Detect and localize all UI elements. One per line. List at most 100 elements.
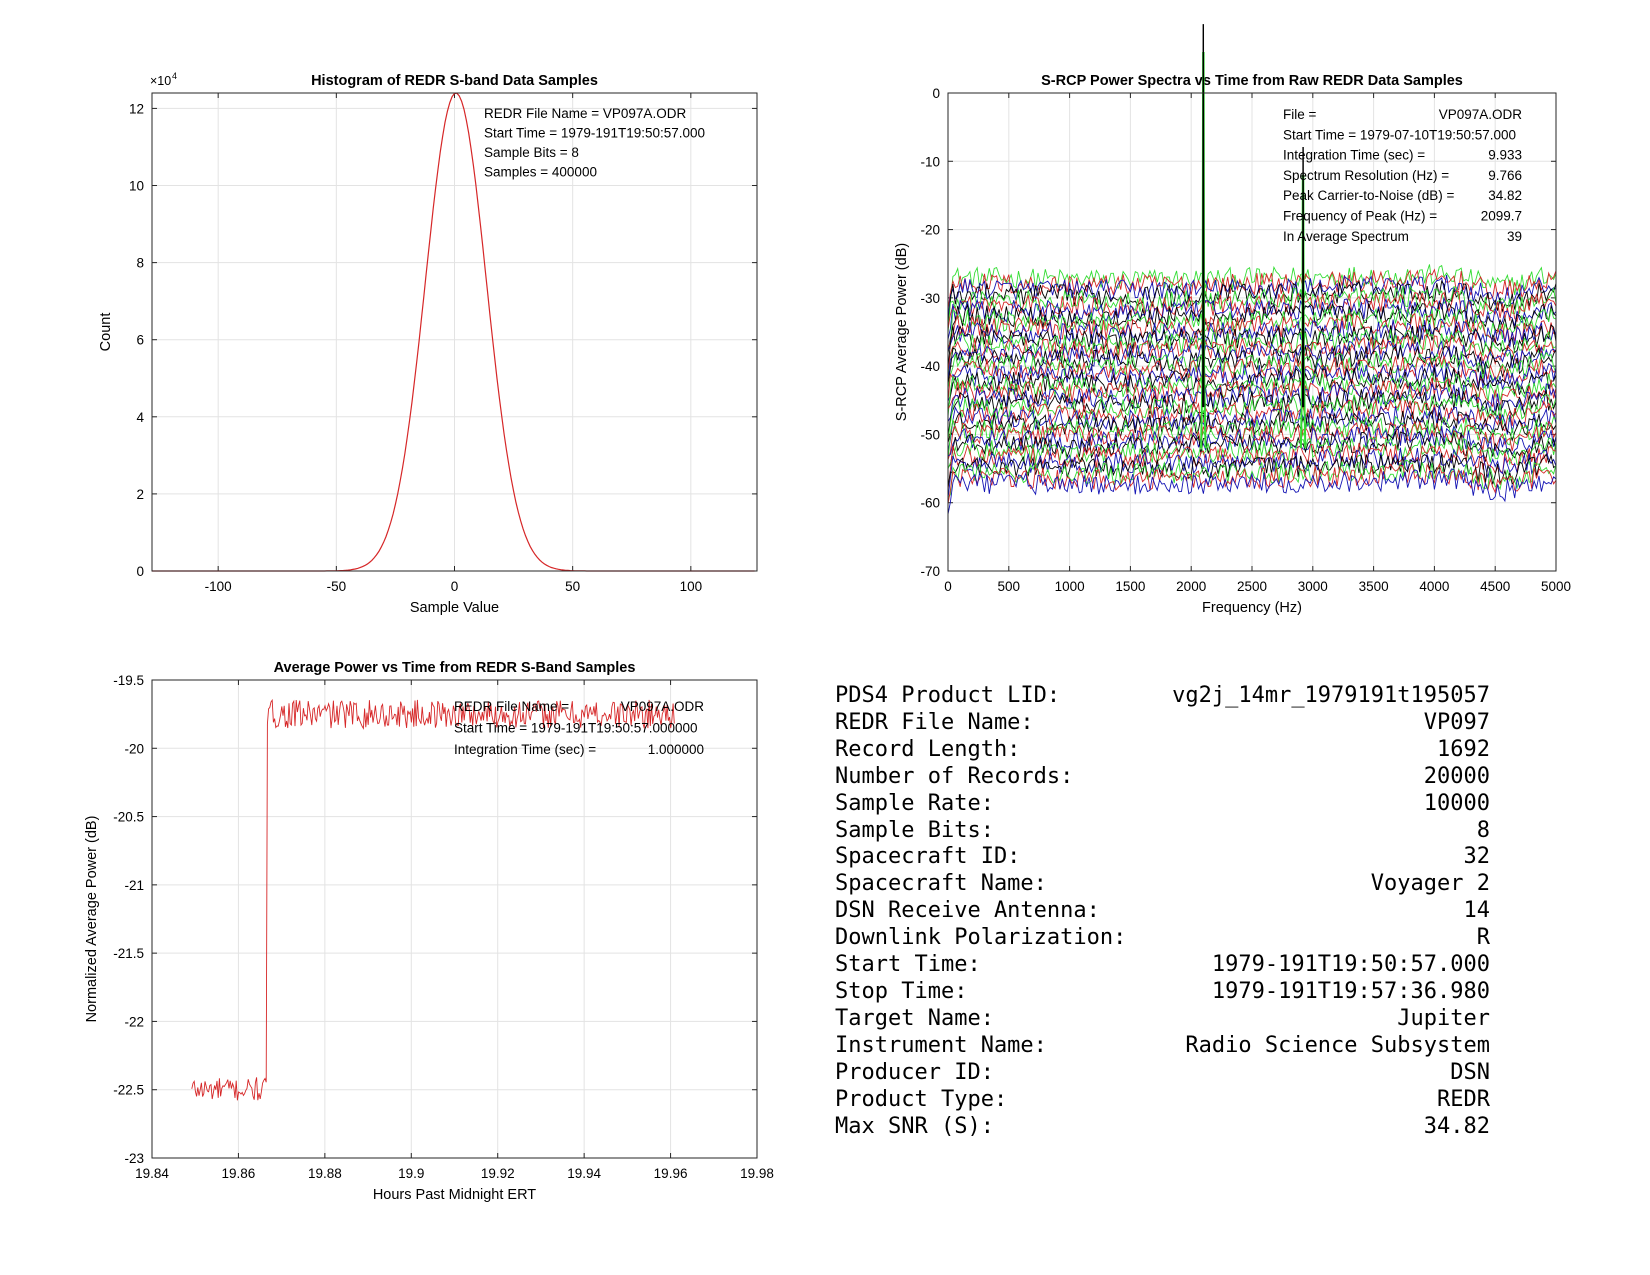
y-tick-label: -22.5: [113, 1083, 144, 1098]
metadata-label: Stop Time:: [835, 978, 968, 1004]
y-axis-label: S-RCP Average Power (dB): [894, 243, 910, 421]
chart-2: 0 500 1000 1500 2000 2500 3000 3500 4000 4500 5000…: [894, 24, 1571, 616]
annotation-value: 9.933: [1488, 148, 1522, 163]
annotation-label: Start Time = 1979-191T19:50:57.000000: [454, 721, 698, 736]
y-tick-label: -22: [124, 1014, 144, 1029]
metadata-value: 32: [1463, 844, 1491, 870]
metadata-value: Voyager 2: [1370, 871, 1490, 897]
spectrum-series: [947, 420, 1557, 460]
product-metadata-table: PDS4 Product LID: vg2j_14mr_1979191t19505…: [835, 683, 1490, 1140]
carrier-peak: [1202, 24, 1205, 408]
metadata-value: VP097: [1423, 709, 1490, 735]
spectrum-series: [947, 366, 1557, 412]
y-tick-label: 8: [136, 256, 144, 271]
y-tick-label: 4: [136, 410, 144, 425]
x-tick-label: 50: [565, 579, 580, 594]
x-axis-label: Hours Past Midnight ERT: [373, 1187, 536, 1203]
spectrum-series: [947, 393, 1557, 440]
annotation-label: Sample Bits = 8: [484, 145, 579, 160]
metadata-row: Stop Time: 1979-191T19:57:36.980: [835, 979, 1490, 1006]
spectrum-series: [947, 459, 1557, 499]
x-tick-label: 0: [944, 579, 952, 594]
metadata-row: Sample Bits: 8: [835, 818, 1490, 845]
metadata-label: Downlink Polarization:: [835, 925, 1127, 951]
metadata-row: Producer ID: DSN: [835, 1060, 1490, 1087]
spectrum-series: [947, 409, 1557, 443]
annotation-label: Peak Carrier-to-Noise (dB) =: [1283, 188, 1455, 203]
y-tick-label: 10: [129, 179, 144, 194]
metadata-value: DSN: [1450, 1059, 1490, 1085]
spectrum-series: [947, 468, 1557, 515]
y-tick-label: -30: [920, 291, 940, 306]
x-tick-label: 3500: [1359, 579, 1389, 594]
metadata-row: Spacecraft Name: Voyager 2: [835, 871, 1490, 898]
spectrum-series: [947, 447, 1557, 499]
chart-3: 19.84 19.86 19.88 19.9 19.92 19.94 19.96 19.98 -…: [84, 660, 774, 1203]
x-tick-label: 4500: [1480, 579, 1510, 594]
annotation-label: Frequency of Peak (Hz) =: [1283, 209, 1437, 224]
y-tick-label: -21.5: [113, 946, 144, 961]
x-tick-label: 19.88: [308, 1166, 342, 1181]
spectrum-series: [947, 405, 1557, 452]
metadata-value: REDR: [1437, 1086, 1490, 1112]
metadata-value: vg2j_14mr_1979191t195057: [1172, 683, 1490, 708]
plot-frame: [151, 679, 758, 1159]
metadata-label: Target Name:: [835, 1005, 994, 1031]
x-tick-label: 19.9: [398, 1166, 424, 1181]
y-tick-label: -20: [920, 223, 940, 238]
y-tick-label: 0: [932, 86, 940, 101]
x-tick-label: 2500: [1237, 579, 1267, 594]
spectrum-series: [947, 318, 1557, 351]
metadata-label: Max SNR (S):: [835, 1113, 994, 1139]
y-axis-label: Count: [98, 313, 114, 352]
plot-frame: [947, 92, 1557, 572]
x-tick-label: 19.94: [567, 1166, 601, 1181]
metadata-label: Start Time:: [835, 952, 981, 978]
annotation-label: REDR File Name =: [454, 699, 569, 714]
metadata-row: Target Name: Jupiter: [835, 1006, 1490, 1033]
y-tick-label: -60: [920, 496, 940, 511]
spectrum-series: [947, 350, 1557, 389]
carrier-peak: [1301, 147, 1305, 408]
x-axis-label: Sample Value: [410, 600, 499, 616]
plot-background: [152, 680, 757, 1158]
annotation-label: Integration Time (sec) =: [454, 742, 596, 757]
chart-title: Average Power vs Time from REDR S-Band S…: [274, 660, 636, 676]
annotation-label: Integration Time (sec) =: [1283, 148, 1425, 163]
annotation-value: 1.000000: [648, 742, 704, 757]
annotation-label: Spectrum Resolution (Hz) =: [1283, 168, 1449, 183]
annotation-label: Start Time = 1979-07-10T19:50:57.000: [1283, 127, 1516, 142]
metadata-label: Sample Bits:: [835, 817, 994, 843]
y-tick-label: -70: [920, 564, 940, 579]
y-tick-label: -20.5: [113, 810, 144, 825]
spectrum-series: [947, 280, 1557, 330]
spectrum-series: [947, 324, 1557, 371]
x-tick-label: 5000: [1541, 579, 1571, 594]
y-tick-label: 12: [129, 101, 144, 116]
x-tick-label: 500: [998, 579, 1021, 594]
metadata-label: DSN Receive Antenna:: [835, 898, 1100, 924]
spectrum-series: [947, 388, 1557, 438]
x-tick-label: 1500: [1115, 579, 1145, 594]
metadata-label: Producer ID:: [835, 1059, 994, 1085]
metadata-value: Radio Science Subsystem: [1185, 1032, 1490, 1058]
annotation-label: In Average Spectrum: [1283, 229, 1409, 244]
metadata-row: Record Length: 1692: [835, 737, 1490, 764]
y-tick-label: -40: [920, 359, 940, 374]
metadata-row: DSN Receive Antenna: 14: [835, 898, 1490, 925]
x-tick-label: 19.96: [654, 1166, 688, 1181]
annotation-label: Start Time = 1979-191T19:50:57.000: [484, 126, 705, 141]
chart-1: -100 -50 0 50 100 0 2 4 6 8 10 12 Histogram of REDR …: [98, 71, 758, 616]
spectrum-series: [947, 354, 1557, 403]
y-tick-label: 2: [136, 487, 144, 502]
metadata-row: REDR File Name: VP097: [835, 710, 1490, 737]
metadata-value: 1692: [1437, 736, 1490, 762]
x-tick-label: 19.92: [481, 1166, 515, 1181]
annotation-value: 2099.7: [1481, 209, 1522, 224]
x-tick-label: -100: [205, 579, 232, 594]
spectrum-series: [947, 333, 1557, 372]
annotation-label: REDR File Name = VP097A.ODR: [484, 106, 686, 121]
spectrum-series: [947, 284, 1557, 334]
metadata-label: Instrument Name:: [835, 1032, 1047, 1058]
